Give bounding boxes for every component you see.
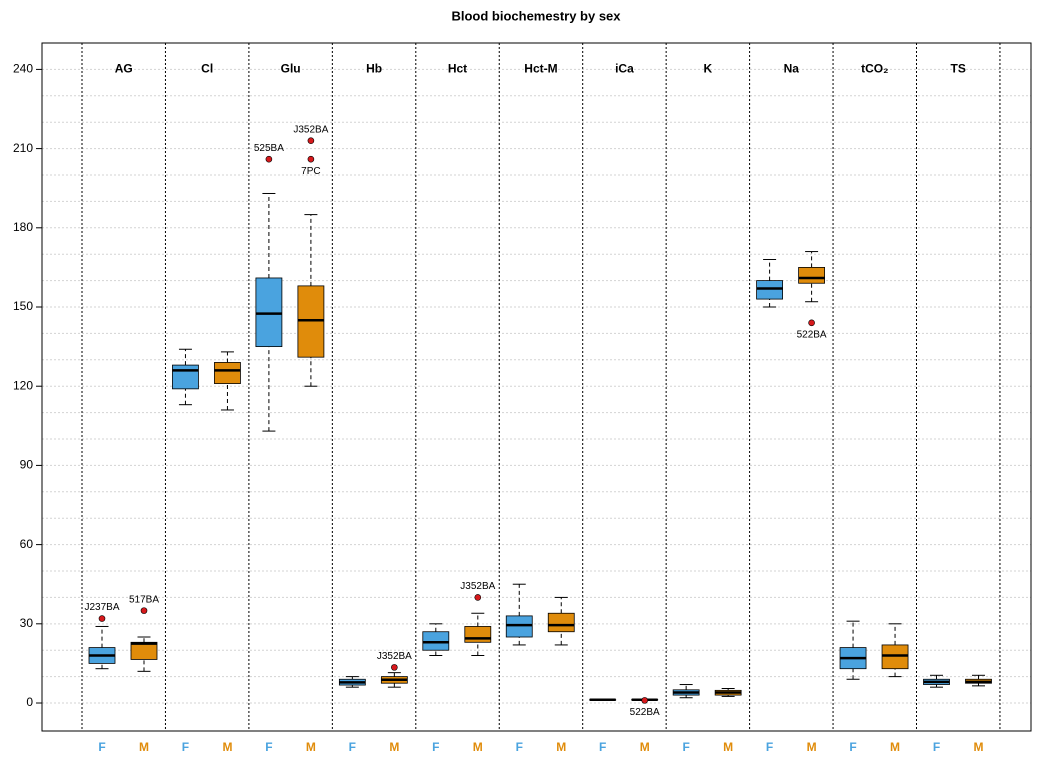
panel-label: Cl (201, 62, 213, 76)
y-tick-label: 240 (13, 62, 33, 76)
box (881, 644, 909, 670)
plot-frame (41, 42, 1032, 732)
outlier-label: 522BA (797, 329, 827, 340)
box (756, 280, 783, 300)
box (505, 615, 533, 638)
panel-label: Glu (281, 62, 301, 76)
outlier (265, 155, 273, 163)
x-tick-label: M (473, 740, 483, 754)
panel-label: Hct-M (524, 62, 557, 76)
x-tick-label: M (640, 740, 650, 754)
box (547, 612, 575, 633)
x-tick-label: M (974, 740, 984, 754)
panel-label: K (704, 62, 713, 76)
outlier-label: 517BA (129, 594, 159, 605)
outlier (307, 137, 315, 144)
outlier (140, 607, 148, 614)
x-tick-label: M (890, 740, 900, 754)
y-tick-label: 180 (13, 220, 33, 234)
outlier-label: J352BA (460, 581, 495, 592)
x-tick-label: M (389, 740, 399, 754)
outlier (391, 664, 398, 671)
y-tick-label: 0 (26, 695, 33, 709)
box (297, 285, 325, 358)
outlier-label: 525BA (254, 143, 284, 154)
panel-label: Hb (366, 62, 382, 76)
x-tick-label: F (599, 740, 606, 754)
panel-label: tCO₂ (861, 62, 888, 76)
outlier-label: J237BA (84, 602, 119, 613)
outlier-label: 7PC (301, 166, 320, 177)
outlier (641, 697, 649, 704)
outlier-label: J352BA (293, 124, 328, 135)
box (798, 267, 825, 284)
box (172, 364, 199, 390)
outlier (98, 615, 106, 622)
x-tick-label: F (265, 740, 272, 754)
x-tick-label: F (766, 740, 773, 754)
panel-label: AG (115, 62, 133, 76)
x-tick-label: F (349, 740, 356, 754)
outlier (307, 155, 315, 163)
outlier-label: J352BA (377, 651, 412, 662)
x-tick-label: M (723, 740, 733, 754)
box (214, 362, 241, 384)
x-tick-label: F (98, 740, 105, 754)
y-tick-label: 60 (20, 537, 34, 551)
x-tick-label: M (306, 740, 316, 754)
box (464, 626, 492, 643)
x-tick-label: M (222, 740, 232, 754)
panel-label: TS (951, 62, 966, 76)
y-tick-label: 210 (13, 141, 33, 155)
x-tick-label: F (849, 740, 856, 754)
x-tick-label: M (139, 740, 149, 754)
outlier (474, 594, 482, 601)
outlier (808, 319, 815, 327)
box (255, 277, 283, 348)
outlier-label: 522BA (630, 707, 660, 718)
y-tick-label: 120 (13, 378, 33, 392)
y-tick-label: 90 (20, 458, 34, 472)
panel-label: Hct (448, 62, 467, 76)
box (130, 641, 158, 660)
x-tick-label: F (182, 740, 189, 754)
x-tick-label: F (933, 740, 940, 754)
x-tick-label: F (432, 740, 439, 754)
x-tick-label: F (682, 740, 689, 754)
panel-label: iCa (615, 62, 634, 76)
panel-label: Na (784, 62, 800, 76)
x-tick-label: M (807, 740, 817, 754)
x-tick-label: M (556, 740, 566, 754)
chart-title: Blood biochemestry by sex (451, 8, 621, 23)
x-tick-label: F (516, 740, 523, 754)
y-tick-label: 150 (13, 299, 33, 313)
y-tick-label: 30 (20, 616, 34, 630)
box (422, 631, 450, 651)
